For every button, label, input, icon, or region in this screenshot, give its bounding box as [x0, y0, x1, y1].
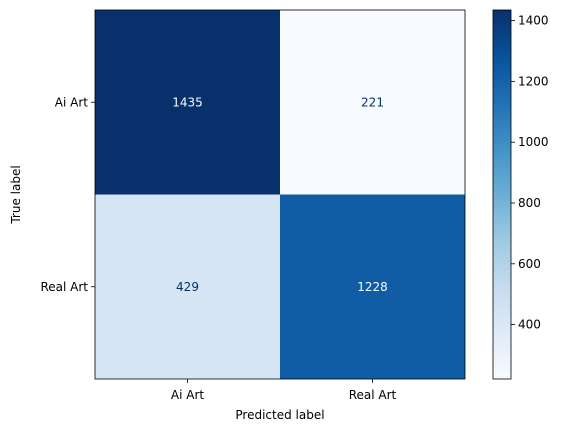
x-tick-label: Real Art: [349, 388, 397, 402]
y-tick-label: Real Art: [40, 280, 88, 294]
x-axis-ticks: Ai Art Real Art: [171, 379, 397, 402]
colorbar-tick-label: 1200: [518, 74, 549, 88]
heatmap-frame: [94, 9, 466, 380]
cell-value-label: 221: [361, 95, 384, 109]
heatmap-cell: [95, 10, 280, 195]
colorbar-tick-label: 400: [518, 318, 541, 332]
heatmap-cells: 1435 221 429 1228: [95, 10, 465, 379]
cell-value-label: 1435: [172, 95, 203, 109]
colorbar-ticks: 400 600 800 1000 1200 1400: [511, 14, 549, 332]
colorbar: [492, 9, 512, 380]
colorbar-tick-label: 1400: [518, 14, 549, 28]
cell-value-label: 1228: [357, 280, 388, 294]
y-axis-ticks: Ai Art Real Art: [40, 95, 95, 294]
colorbar-tick-label: 800: [518, 196, 541, 210]
heatmap-cell: [280, 10, 465, 195]
y-axis-label: True label: [9, 165, 23, 224]
heatmap-cell: [95, 194, 280, 379]
colorbar-tick-label: 1000: [518, 135, 549, 149]
x-axis-label: Predicted label: [235, 408, 324, 422]
heatmap-cell: [280, 194, 465, 379]
colorbar-tick-label: 600: [518, 257, 541, 271]
cell-value-label: 429: [176, 280, 199, 294]
x-tick-label: Ai Art: [171, 388, 205, 402]
y-tick-label: Ai Art: [55, 95, 89, 109]
